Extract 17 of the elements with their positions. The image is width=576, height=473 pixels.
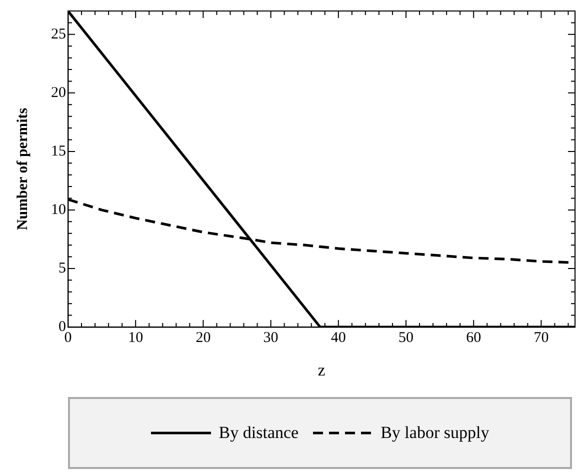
- y-tick-label: 20: [51, 84, 66, 101]
- legend-label: By labor supply: [380, 423, 490, 443]
- y-tick-label: 15: [51, 143, 66, 160]
- x-tick-label: 10: [128, 330, 144, 346]
- y-tick-label: 25: [51, 26, 66, 42]
- y-tick-label: 10: [51, 202, 66, 218]
- x-axis-title: z: [318, 360, 326, 380]
- legend-label: By distance: [218, 423, 299, 443]
- y-axis-title: Number of permits: [14, 108, 31, 230]
- x-tick-label: 50: [398, 330, 414, 346]
- y-tick-label: 0: [58, 318, 66, 335]
- x-tick-label: 20: [196, 330, 211, 346]
- y-tick-label: 5: [58, 260, 66, 276]
- x-tick-label: 60: [466, 330, 482, 346]
- x-tick-label: 30: [263, 330, 278, 346]
- x-tick-label: 70: [534, 330, 549, 346]
- x-tick-label: 40: [330, 330, 346, 346]
